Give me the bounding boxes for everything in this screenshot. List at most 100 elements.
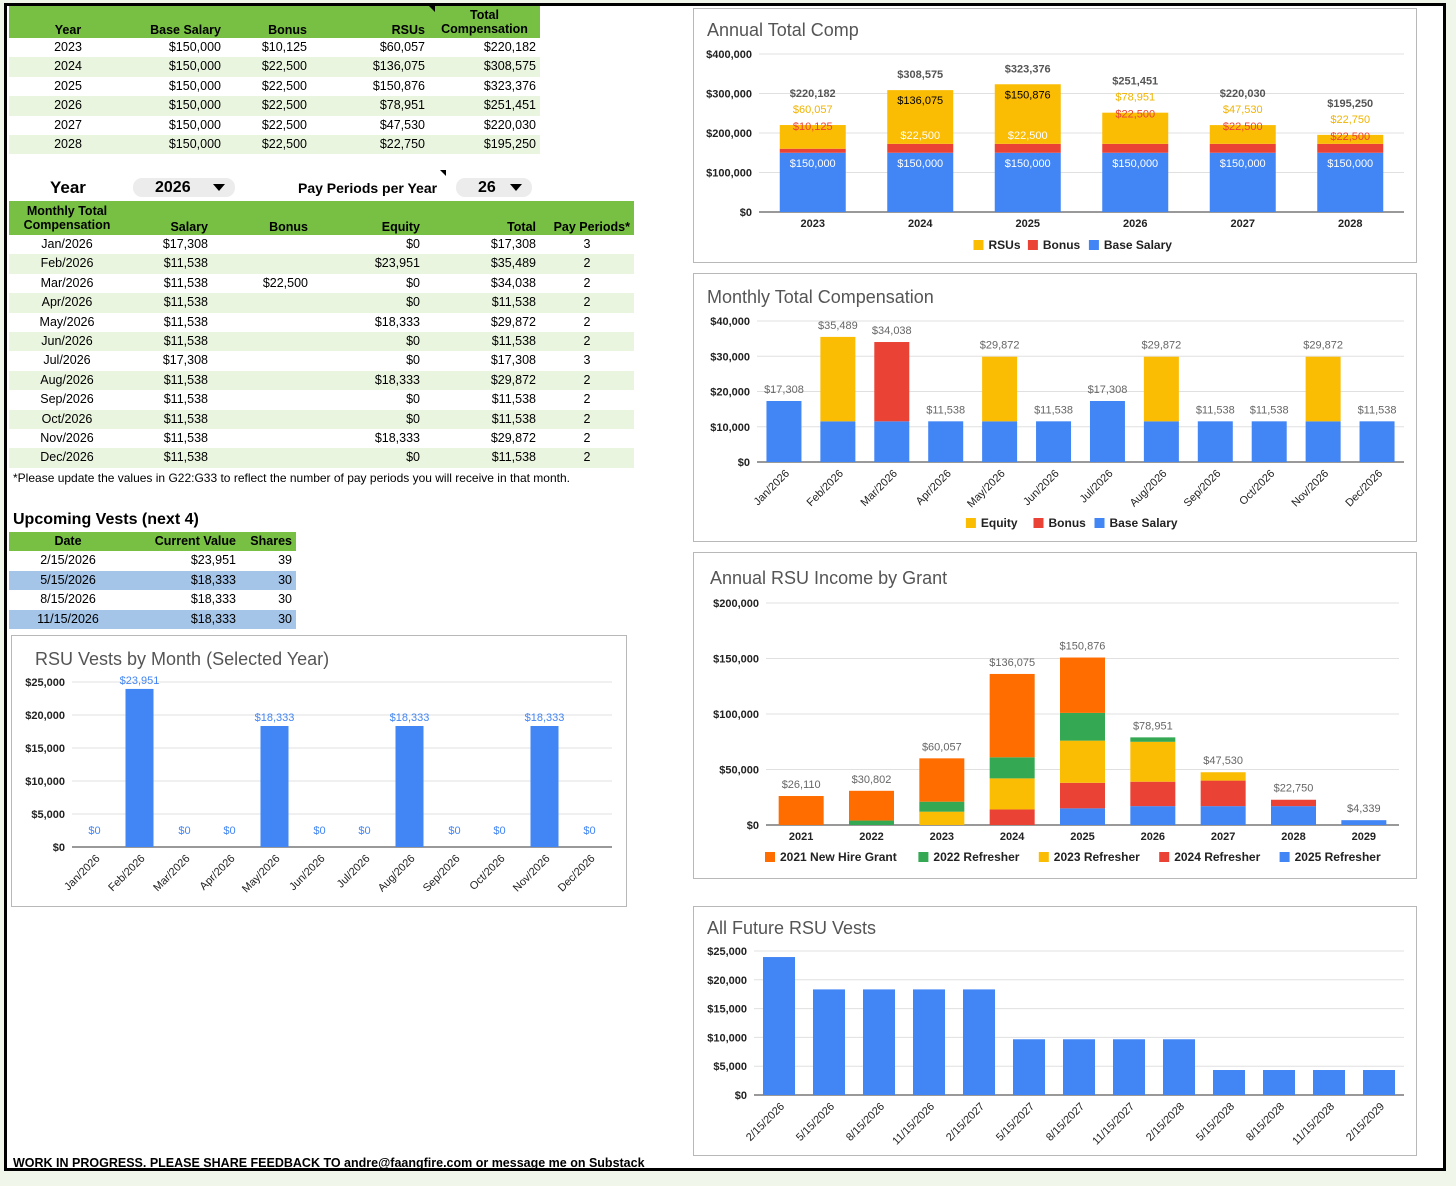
bar-segment[interactable] xyxy=(1317,152,1384,212)
equity-cell[interactable]: $23,951 xyxy=(312,254,424,274)
bar-segment[interactable] xyxy=(874,342,910,422)
bonus-cell[interactable]: $10,125 xyxy=(261,40,307,54)
vest-shares-cell[interactable]: 30 xyxy=(240,609,296,630)
bar-segment[interactable] xyxy=(982,356,1018,422)
bar-segment[interactable] xyxy=(1060,657,1105,713)
total-cell[interactable]: $29,872 xyxy=(490,431,536,446)
bar[interactable] xyxy=(1213,1070,1245,1095)
total-cell[interactable]: $11,538 xyxy=(424,409,540,430)
bar[interactable] xyxy=(813,989,845,1095)
bar[interactable] xyxy=(763,957,795,1095)
bar-segment[interactable] xyxy=(779,152,846,212)
bonus-cell[interactable] xyxy=(212,409,312,430)
bar-segment[interactable] xyxy=(1036,421,1072,462)
all-future-rsu-vests-chart[interactable]: All Future RSU Vests $0 $5,000 $10,000 $15,… xyxy=(693,906,1417,1156)
pay-periods-cell[interactable]: 2 xyxy=(540,332,634,352)
equity-cell[interactable]: $0 xyxy=(312,332,424,352)
bar[interactable] xyxy=(1163,1039,1195,1095)
salary-cell[interactable]: $11,538 xyxy=(125,409,212,430)
rsus-cell[interactable]: $22,750 xyxy=(311,135,429,155)
bar-segment[interactable] xyxy=(779,125,846,149)
pay-periods-cell[interactable]: 2 xyxy=(540,370,634,391)
bar-segment[interactable] xyxy=(887,90,954,144)
pay-periods-cell[interactable]: 2 xyxy=(583,431,591,446)
month-cell[interactable]: Jan/2026 xyxy=(41,237,93,251)
vest-shares-cell[interactable]: 30 xyxy=(240,570,296,591)
bar-segment[interactable] xyxy=(820,336,856,422)
legend-swatch[interactable] xyxy=(965,518,976,528)
bonus-cell[interactable] xyxy=(212,332,312,352)
vest-shares-cell[interactable]: 30 xyxy=(278,592,292,607)
base-salary-cell[interactable]: $150,000 xyxy=(127,96,225,116)
legend-swatch[interactable] xyxy=(1159,852,1170,862)
pay-periods-cell[interactable]: 2 xyxy=(540,254,634,274)
bonus-cell[interactable]: $22,500 xyxy=(225,57,311,77)
salary-cell[interactable]: $11,538 xyxy=(163,275,208,290)
bar-segment[interactable] xyxy=(1130,781,1176,807)
base-salary-cell[interactable]: $150,000 xyxy=(168,117,221,132)
equity-cell[interactable]: $18,333 xyxy=(374,431,420,446)
rsus-cell[interactable]: $47,530 xyxy=(379,117,425,132)
year-cell[interactable]: 2023 xyxy=(54,40,82,54)
bar[interactable] xyxy=(863,989,895,1095)
month-cell[interactable]: Aug/2026 xyxy=(9,370,125,391)
salary-cell[interactable]: $11,538 xyxy=(125,370,212,391)
month-cell[interactable]: Dec/2026 xyxy=(9,448,125,468)
month-cell[interactable]: Nov/2026 xyxy=(40,431,94,446)
legend-swatch[interactable] xyxy=(1279,852,1290,862)
bar-segment[interactable] xyxy=(887,143,954,153)
pay-periods-cell[interactable]: 3 xyxy=(583,353,591,368)
legend-swatch[interactable] xyxy=(765,852,775,862)
salary-cell[interactable]: $11,538 xyxy=(125,254,212,274)
annual-total-comp-chart[interactable]: Annual Total Comp $0 $100,000 $200,000 $300… xyxy=(693,8,1417,263)
pay-periods-cell[interactable]: 2 xyxy=(583,314,591,329)
bar-segment[interactable] xyxy=(1341,820,1387,825)
bonus-cell[interactable] xyxy=(212,448,312,468)
rsus-cell[interactable]: $150,876 xyxy=(372,78,425,93)
bar-segment[interactable] xyxy=(994,84,1061,144)
bar-segment[interactable] xyxy=(1305,356,1341,422)
bar-segment[interactable] xyxy=(989,809,1035,825)
bar-segment[interactable] xyxy=(1317,134,1384,144)
equity-cell[interactable]: $0 xyxy=(312,448,424,468)
total-comp-cell[interactable]: $323,376 xyxy=(483,78,536,93)
month-cell[interactable]: Sep/2026 xyxy=(40,392,94,407)
total-cell[interactable]: $11,538 xyxy=(491,392,536,407)
bar-segment[interactable] xyxy=(989,757,1035,779)
bar-segment[interactable] xyxy=(1130,741,1176,782)
year-cell[interactable]: 2024 xyxy=(9,57,127,77)
bar-segment[interactable] xyxy=(1143,421,1179,462)
salary-cell[interactable]: $11,538 xyxy=(163,392,208,407)
bonus-cell[interactable] xyxy=(212,370,312,391)
equity-cell[interactable]: $0 xyxy=(312,293,424,313)
month-cell[interactable]: Jun/2026 xyxy=(9,332,125,352)
bar-segment[interactable] xyxy=(1271,799,1316,807)
equity-cell[interactable]: $0 xyxy=(312,409,424,430)
equity-cell[interactable]: $0 xyxy=(406,237,420,251)
bar-segment[interactable] xyxy=(1060,808,1105,825)
bar[interactable] xyxy=(260,726,289,847)
bar[interactable] xyxy=(1313,1070,1345,1095)
bar-segment[interactable] xyxy=(779,148,846,153)
total-comp-cell[interactable]: $308,575 xyxy=(429,57,540,77)
bar[interactable] xyxy=(1363,1070,1395,1095)
base-salary-cell[interactable]: $150,000 xyxy=(127,57,225,77)
salary-cell[interactable]: $11,538 xyxy=(125,332,212,352)
bar-segment[interactable] xyxy=(1060,740,1105,783)
bonus-cell[interactable] xyxy=(212,313,312,332)
bar-segment[interactable] xyxy=(1200,772,1246,781)
bar-segment[interactable] xyxy=(1102,152,1169,212)
bar-segment[interactable] xyxy=(778,796,824,825)
bar-segment[interactable] xyxy=(1130,737,1176,742)
bar-segment[interactable] xyxy=(1143,356,1179,422)
bar[interactable] xyxy=(395,726,424,847)
bar-segment[interactable] xyxy=(1130,806,1176,825)
bar[interactable] xyxy=(963,989,995,1095)
bar-segment[interactable] xyxy=(1060,782,1105,809)
bar[interactable] xyxy=(1263,1070,1295,1095)
base-salary-cell[interactable]: $150,000 xyxy=(127,135,225,155)
month-cell[interactable]: Apr/2026 xyxy=(9,293,125,313)
equity-cell[interactable]: $18,333 xyxy=(374,314,420,329)
total-comp-cell[interactable]: $220,030 xyxy=(483,117,536,132)
bar-segment[interactable] xyxy=(1200,806,1246,825)
